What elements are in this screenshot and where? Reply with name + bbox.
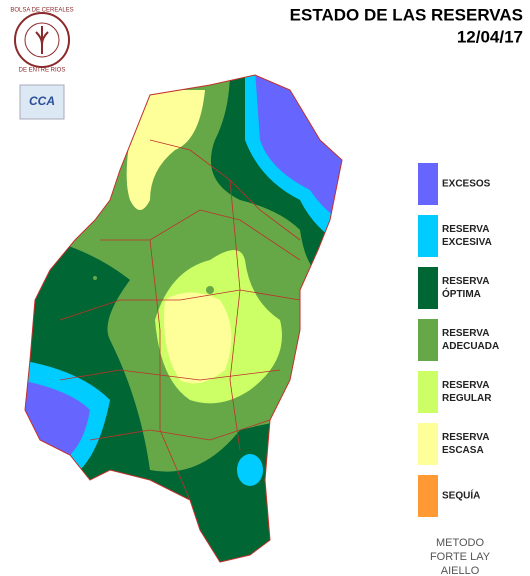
legend-label: RESERVA xyxy=(442,432,489,443)
date: 12/04/17 xyxy=(457,27,523,46)
badge-text: CCA xyxy=(29,94,55,108)
title: ESTADO DE LAS RESERVAS xyxy=(290,5,523,24)
legend-label: RESERVA xyxy=(442,380,489,391)
footer-line: AIELLO xyxy=(441,565,480,576)
legend-label: EXCESIVA xyxy=(442,237,492,248)
legend-label: ADECUADA xyxy=(442,341,499,352)
logo: BOLSA DE CEREALES DE ENTRE RIOS CCA xyxy=(10,8,74,120)
legend-label: RESERVA xyxy=(442,224,489,235)
legend-label: RESERVA xyxy=(442,276,489,287)
legend-label: RESERVA xyxy=(442,328,489,339)
legend-swatch xyxy=(418,423,438,465)
legend-swatch xyxy=(418,163,438,205)
footer-line: FORTE LAY xyxy=(430,551,491,563)
badge xyxy=(19,84,65,120)
legend-swatch xyxy=(418,371,438,413)
legend-label: SEQUÍA xyxy=(442,489,480,502)
logo-bottom: DE ENTRE RIOS xyxy=(19,68,66,74)
legend-swatch xyxy=(418,319,438,361)
footer: METODO FORTE LAY AIELLO xyxy=(430,537,491,576)
legend-label: REGULAR xyxy=(442,393,492,404)
legend-label: ESCASA xyxy=(442,445,484,456)
legend-swatch xyxy=(418,475,438,517)
map xyxy=(25,75,342,562)
province-outline xyxy=(24,74,343,563)
logo-top: BOLSA DE CEREALES xyxy=(10,8,73,14)
footer-line: METODO xyxy=(436,537,485,549)
legend-swatch xyxy=(418,215,438,257)
legend-label: EXCESOS xyxy=(442,179,491,190)
legend: EXCESOSRESERVAEXCESIVARESERVAÓPTIMARESER… xyxy=(418,163,499,517)
legend-label: ÓPTIMA xyxy=(442,287,481,300)
legend-swatch xyxy=(418,267,438,309)
